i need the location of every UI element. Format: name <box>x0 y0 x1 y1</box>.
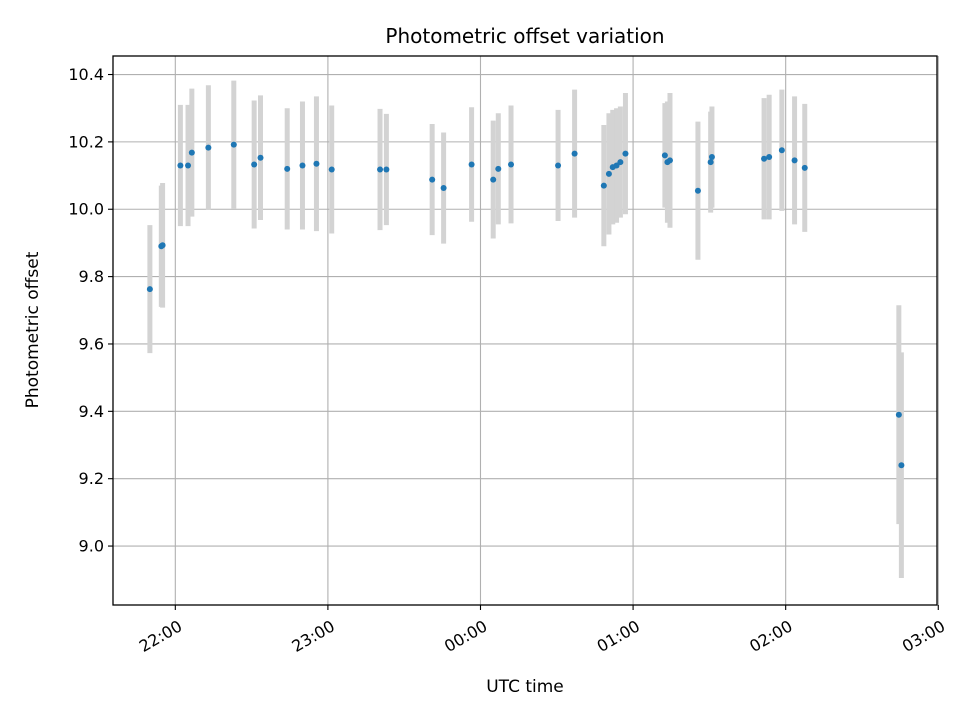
data-point <box>299 162 306 169</box>
data-point <box>205 144 212 151</box>
data-point <box>383 166 390 173</box>
data-point <box>617 159 624 166</box>
data-point <box>895 411 902 418</box>
data-point <box>778 147 785 154</box>
data-point <box>898 462 905 469</box>
chart-title: Photometric offset variation <box>385 24 664 48</box>
data-point <box>495 165 502 172</box>
data-point <box>185 162 192 169</box>
data-point <box>429 176 436 183</box>
data-point <box>600 182 607 189</box>
data-point <box>766 154 773 161</box>
data-point <box>328 166 335 173</box>
data-point <box>708 154 715 161</box>
data-point <box>694 187 701 194</box>
data-point <box>707 159 714 166</box>
data-point <box>622 150 629 157</box>
data-points <box>146 141 905 469</box>
data-point <box>177 162 184 169</box>
data-point <box>377 166 384 173</box>
y-tick-label: 9.2 <box>79 469 104 488</box>
data-point <box>605 170 612 177</box>
data-point <box>284 165 291 172</box>
data-point <box>801 164 808 171</box>
data-point <box>571 150 578 157</box>
y-tick-label: 10.4 <box>68 65 104 84</box>
data-point <box>440 185 447 192</box>
y-tick-label: 9.0 <box>79 537 104 556</box>
data-point <box>791 157 798 164</box>
grid-lines <box>113 56 939 605</box>
data-point <box>251 161 258 168</box>
data-point <box>188 149 195 156</box>
data-point <box>490 176 497 183</box>
y-tick-label: 9.8 <box>79 267 104 286</box>
data-point <box>666 157 673 164</box>
data-point <box>555 162 562 169</box>
y-axis-label: Photometric offset <box>23 251 43 408</box>
plot-frame <box>112 55 938 606</box>
data-point <box>313 160 320 167</box>
data-point <box>508 161 515 168</box>
y-tick-label: 10.2 <box>68 132 104 151</box>
data-point <box>468 161 475 168</box>
data-point <box>146 286 153 293</box>
data-point <box>661 152 668 159</box>
data-point <box>257 154 264 161</box>
data-point <box>230 141 237 148</box>
y-tick-label: 9.4 <box>79 402 104 421</box>
y-tick-label: 9.6 <box>79 334 104 353</box>
y-tick-label: 10.0 <box>68 200 104 219</box>
x-axis-label: UTC time <box>486 677 564 697</box>
data-point <box>159 242 166 249</box>
y-axis-ticks: 9.0 9.2 9.4 9.6 9.8 10.0 10.2 10.4 <box>68 65 113 556</box>
data-point <box>761 155 768 162</box>
